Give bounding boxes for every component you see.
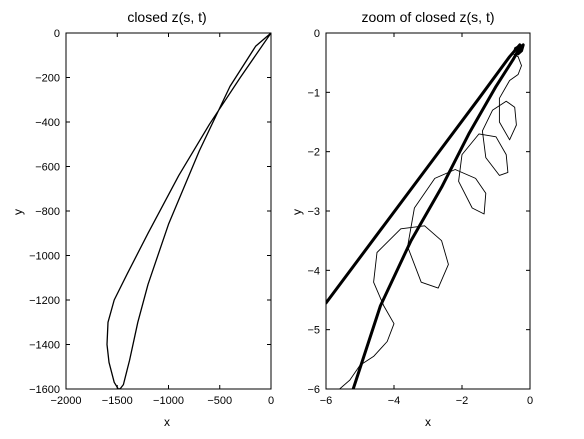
left-y-tick-label: −1400 <box>29 340 60 352</box>
right-y-tick-labels: 0 −1 −2 −3 −4 −5 −6 <box>307 28 320 396</box>
left-series-line-0 <box>106 33 271 389</box>
right-y-tick-label: −3 <box>307 206 320 218</box>
left-x-tick-labels: −2000 −1500 −1000 −500 0 <box>51 395 275 407</box>
left-x-tick-label: 0 <box>268 395 274 407</box>
right-x-tick-label: −2 <box>456 395 469 407</box>
left-x-axis-label: x <box>164 415 170 429</box>
left-x-tick-label: −500 <box>207 395 232 407</box>
left-x-tick-label: −1500 <box>102 395 133 407</box>
left-y-tick-label: −1000 <box>29 251 60 263</box>
right-x-tick-label: 0 <box>527 395 533 407</box>
left-y-axis-label: y <box>11 209 25 215</box>
left-tick-marks <box>65 32 272 390</box>
right-panel: zoom of closed z(s, t) −6 −4 −2 0 0 −1 −2 −3 −4… <box>290 9 533 429</box>
right-x-tick-labels: −6 −4 −2 0 <box>320 395 533 407</box>
right-y-tick-label: −1 <box>307 87 320 99</box>
left-chart-title: closed z(s, t) <box>127 9 206 25</box>
right-y-tick-label: 0 <box>314 28 320 40</box>
right-x-tick-label: −4 <box>388 395 401 407</box>
left-y-tick-label: −200 <box>35 73 60 85</box>
right-y-axis-label: y <box>290 209 304 215</box>
left-y-tick-label: −1200 <box>29 295 60 307</box>
left-plot-area <box>106 33 271 389</box>
right-y-tick-label: −5 <box>307 325 320 337</box>
left-panel: closed z(s, t) −2000 −1500 −1000 −500 0 0−20… <box>11 9 274 429</box>
right-series-line-0 <box>326 43 522 305</box>
left-y-tick-label: −600 <box>35 162 60 174</box>
right-y-tick-label: −2 <box>307 147 320 159</box>
right-series-line-2 <box>339 44 522 389</box>
right-plot-area <box>326 43 525 389</box>
left-x-tick-label: −1000 <box>153 395 184 407</box>
left-y-tick-label: −1600 <box>29 384 60 396</box>
right-y-tick-label: −6 <box>307 384 320 396</box>
left-y-tick-label: −400 <box>35 117 60 129</box>
right-x-tick-label: −6 <box>320 395 333 407</box>
right-x-axis-label: x <box>425 415 431 429</box>
left-y-tick-label: 0 <box>54 28 60 40</box>
left-x-tick-label: −2000 <box>51 395 82 407</box>
right-tick-marks <box>325 32 531 390</box>
right-y-tick-label: −4 <box>307 265 320 277</box>
right-series-line-1 <box>351 43 525 389</box>
left-y-tick-label: −800 <box>35 206 60 218</box>
left-y-tick-labels: 0 −200 −400 −600 −800 −1000 −1200 −1400 −1600 <box>29 28 60 396</box>
right-chart-title: zoom of closed z(s, t) <box>361 9 494 25</box>
